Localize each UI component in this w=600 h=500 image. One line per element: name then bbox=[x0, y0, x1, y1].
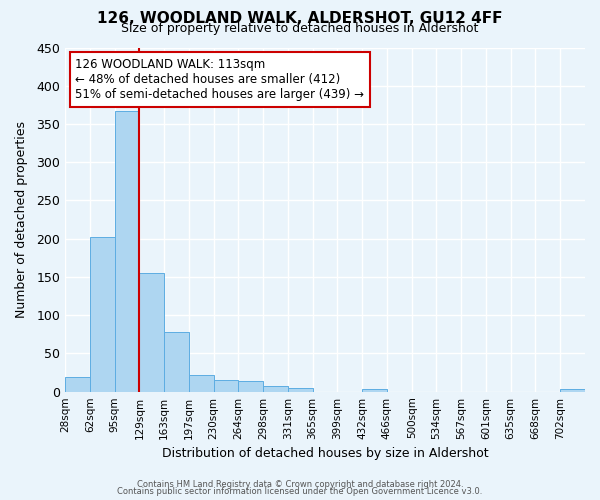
Y-axis label: Number of detached properties: Number of detached properties bbox=[15, 121, 28, 318]
Bar bbox=[288, 388, 313, 392]
Bar bbox=[189, 375, 214, 392]
Text: 126, WOODLAND WALK, ALDERSHOT, GU12 4FF: 126, WOODLAND WALK, ALDERSHOT, GU12 4FF bbox=[97, 11, 503, 26]
Text: 126 WOODLAND WALK: 113sqm
← 48% of detached houses are smaller (412)
51% of semi: 126 WOODLAND WALK: 113sqm ← 48% of detac… bbox=[76, 58, 364, 101]
Bar bbox=[362, 390, 387, 392]
Bar bbox=[139, 273, 164, 392]
Bar bbox=[115, 111, 139, 392]
Bar bbox=[560, 390, 585, 392]
Bar bbox=[238, 381, 263, 392]
Bar bbox=[214, 380, 238, 392]
Text: Contains public sector information licensed under the Open Government Licence v3: Contains public sector information licen… bbox=[118, 487, 482, 496]
Bar bbox=[65, 377, 90, 392]
Text: Contains HM Land Registry data © Crown copyright and database right 2024.: Contains HM Land Registry data © Crown c… bbox=[137, 480, 463, 489]
Bar bbox=[263, 386, 288, 392]
Text: Size of property relative to detached houses in Aldershot: Size of property relative to detached ho… bbox=[121, 22, 479, 35]
Bar bbox=[164, 332, 189, 392]
X-axis label: Distribution of detached houses by size in Aldershot: Distribution of detached houses by size … bbox=[162, 447, 488, 460]
Bar bbox=[90, 237, 115, 392]
